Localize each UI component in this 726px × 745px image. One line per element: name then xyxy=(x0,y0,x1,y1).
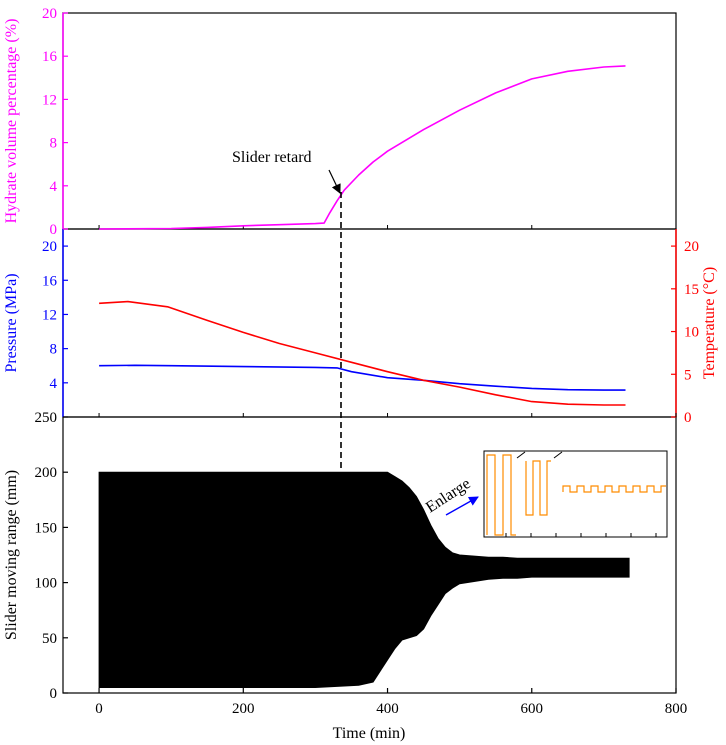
inset-wave-small xyxy=(562,485,666,493)
hydrate-y-tick-label: 8 xyxy=(50,136,58,152)
temperature-y-tick-label: 0 xyxy=(684,410,692,426)
time-x-tick-label: 600 xyxy=(521,701,544,717)
inset-wave-large xyxy=(486,454,516,536)
temperature-line xyxy=(99,300,626,406)
slider-retard-label: Slider retard xyxy=(232,149,312,166)
inset-frame xyxy=(483,450,668,538)
inset-break-2 xyxy=(553,451,563,459)
hydrate-y-tick-label: 16 xyxy=(42,49,58,65)
hydrate-axis-title: Hydrate volume percentage (%) xyxy=(3,19,20,224)
time-axis-title: Time (min) xyxy=(333,725,406,742)
pressure-y-tick-label: 8 xyxy=(50,342,58,358)
hydrate-y-tick-label: 0 xyxy=(50,222,58,238)
series-lines-layer xyxy=(99,65,626,406)
pressure-y-tick-label: 4 xyxy=(50,376,58,392)
slider-y-tick-label: 250 xyxy=(35,410,58,426)
temperature-axis-title: Temperature (°C) xyxy=(701,267,718,379)
slider-y-tick-label: 200 xyxy=(35,465,58,481)
temperature-y-tick-label: 15 xyxy=(684,282,699,298)
inset-wave-medium xyxy=(525,460,551,516)
time-x-tick-label: 800 xyxy=(665,701,688,717)
slider-axis-title: Slider moving range (mm) xyxy=(3,470,20,640)
pressure-line xyxy=(99,364,626,391)
slider-y-tick-label: 0 xyxy=(50,686,58,702)
inset-break-1 xyxy=(516,451,526,459)
temperature-y-tick-label: 10 xyxy=(684,325,699,341)
hydrate-panel-frame xyxy=(62,12,677,230)
enlarge-inset xyxy=(483,450,668,538)
slider-panel-frame xyxy=(62,416,677,694)
slider-retard-arrow xyxy=(328,169,341,194)
slider-y-tick-label: 100 xyxy=(35,576,58,592)
slider-y-tick-label: 50 xyxy=(42,631,57,647)
hydrate-y-tick-label: 12 xyxy=(42,92,57,108)
time-x-tick-label: 0 xyxy=(95,701,103,717)
pressure-y-tick-label: 16 xyxy=(42,273,58,289)
pressure-y-tick-label: 20 xyxy=(42,239,57,255)
enlarge-label: Enlarge xyxy=(423,475,474,516)
slider-y-tick-label: 150 xyxy=(35,520,58,536)
temperature-y-tick-label: 5 xyxy=(684,367,692,383)
pressure-axis-title: Pressure (MPa) xyxy=(3,273,20,372)
hydrate-y-tick-label: 20 xyxy=(42,6,57,22)
enlarge-arrow xyxy=(445,496,479,516)
pressure-temperature-panel-frame xyxy=(62,228,677,418)
temperature-y-tick-label: 20 xyxy=(684,239,699,255)
axis-ticks-layer: 0481216204812162005101520050100150200250… xyxy=(35,6,700,717)
time-x-tick-label: 400 xyxy=(376,701,399,717)
pressure-y-tick-label: 12 xyxy=(42,307,57,323)
time-x-tick-label: 200 xyxy=(232,701,255,717)
hydrate-y-tick-label: 4 xyxy=(50,179,58,195)
hydrate-volume-line xyxy=(99,65,626,230)
slider-moving-range-band xyxy=(98,471,630,688)
slider-band-layer xyxy=(98,471,630,688)
